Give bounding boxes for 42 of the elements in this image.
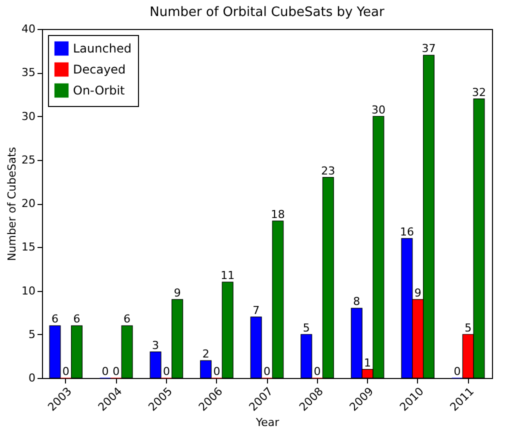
y-tick-label: 5: [28, 328, 36, 341]
data-label: 30: [371, 103, 386, 116]
data-label: 0: [454, 365, 461, 378]
data-label: 0: [112, 365, 120, 378]
data-label: 1: [364, 356, 372, 370]
data-label: 0: [102, 365, 109, 378]
y-tick-label: 20: [22, 197, 36, 210]
data-label: 7: [252, 304, 260, 317]
data-label: 9: [174, 286, 181, 300]
data-label: 11: [220, 269, 235, 282]
data-label: 0: [314, 365, 321, 378]
y-tick-label: 25: [22, 153, 36, 166]
data-label: 6: [51, 312, 58, 326]
y-tick-label: 40: [22, 22, 36, 36]
data-label: 0: [162, 365, 170, 378]
chart-title: Number of Orbital CubeSats by Year: [150, 5, 385, 20]
y-tick-label: 15: [22, 240, 36, 254]
y-tick-label: 30: [22, 110, 36, 123]
data-label: 8: [353, 295, 360, 308]
data-label: 0: [213, 365, 220, 378]
y-tick-label: 10: [22, 284, 36, 298]
data-label: 5: [302, 321, 310, 334]
y-tick-label: 35: [22, 66, 36, 80]
legend-label: Decayed: [73, 62, 126, 76]
y-axis-title: Number of CubeSats: [6, 146, 19, 261]
data-label: 6: [124, 312, 131, 326]
legend-label: Launched: [73, 42, 132, 56]
legend-label: On-Orbit: [73, 84, 126, 98]
data-label: 32: [472, 86, 486, 99]
data-label: 16: [400, 225, 414, 238]
data-label: 0: [62, 365, 70, 378]
data-label: 9: [414, 286, 422, 300]
data-label: 18: [270, 208, 285, 221]
y-tick-label: 0: [28, 372, 36, 384]
data-label: 23: [321, 164, 336, 178]
x-axis-title: Year: [254, 416, 280, 430]
data-label: 37: [422, 42, 436, 56]
data-label: 6: [73, 312, 80, 326]
data-label: 5: [464, 321, 472, 334]
data-label: 2: [202, 348, 210, 361]
data-label: 3: [152, 338, 160, 352]
data-label: 0: [264, 365, 270, 378]
